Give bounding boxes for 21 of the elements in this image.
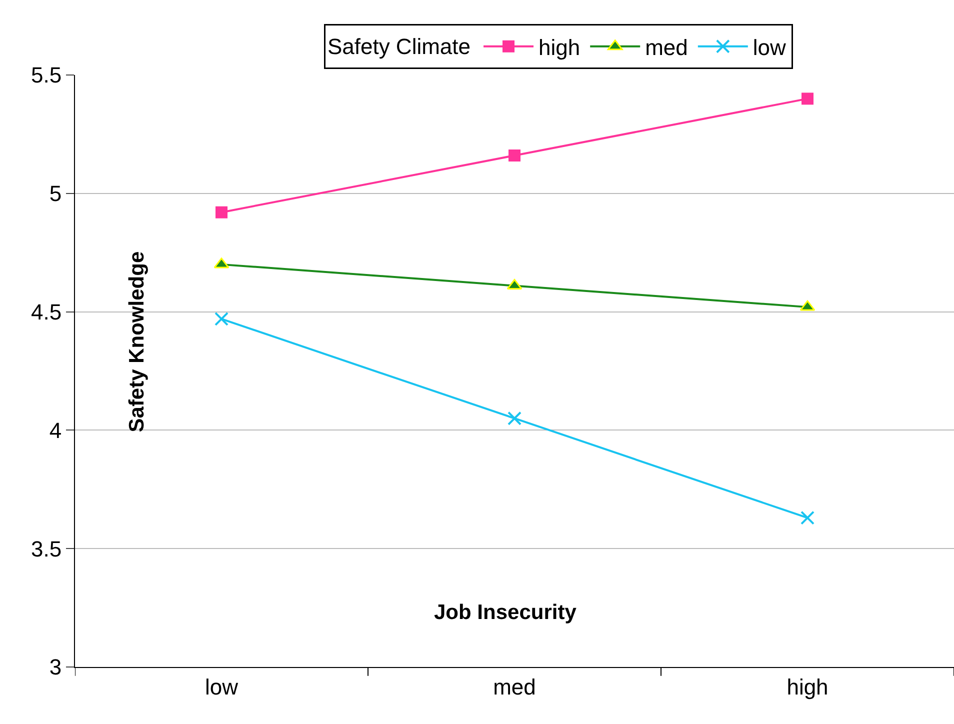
- y-tick-label: 4: [49, 418, 62, 443]
- point: [800, 510, 814, 525]
- legend-label: low: [752, 34, 786, 60]
- legend-label: high: [538, 34, 580, 60]
- y-tick-label: 5: [49, 181, 62, 206]
- point: [216, 206, 228, 218]
- point: [802, 92, 814, 105]
- y-axis-title: Safety Knowledge: [125, 251, 148, 432]
- point: [508, 411, 522, 426]
- y-tick-label: 4.5: [31, 300, 62, 324]
- y-tick-label: 3: [49, 654, 62, 680]
- point: [508, 150, 520, 162]
- point: [214, 312, 228, 326]
- x-tick-label: med: [493, 674, 536, 700]
- y-tick-label: 5.5: [31, 62, 62, 88]
- y-tick-label: 3.5: [31, 536, 62, 562]
- legend-label: med: [645, 34, 688, 60]
- x-tick-label: high: [786, 674, 828, 700]
- legend-title: Safety Climate: [327, 34, 471, 60]
- x-axis-title: Job Insecurity: [434, 601, 577, 624]
- x-tick-label: low: [204, 674, 238, 700]
